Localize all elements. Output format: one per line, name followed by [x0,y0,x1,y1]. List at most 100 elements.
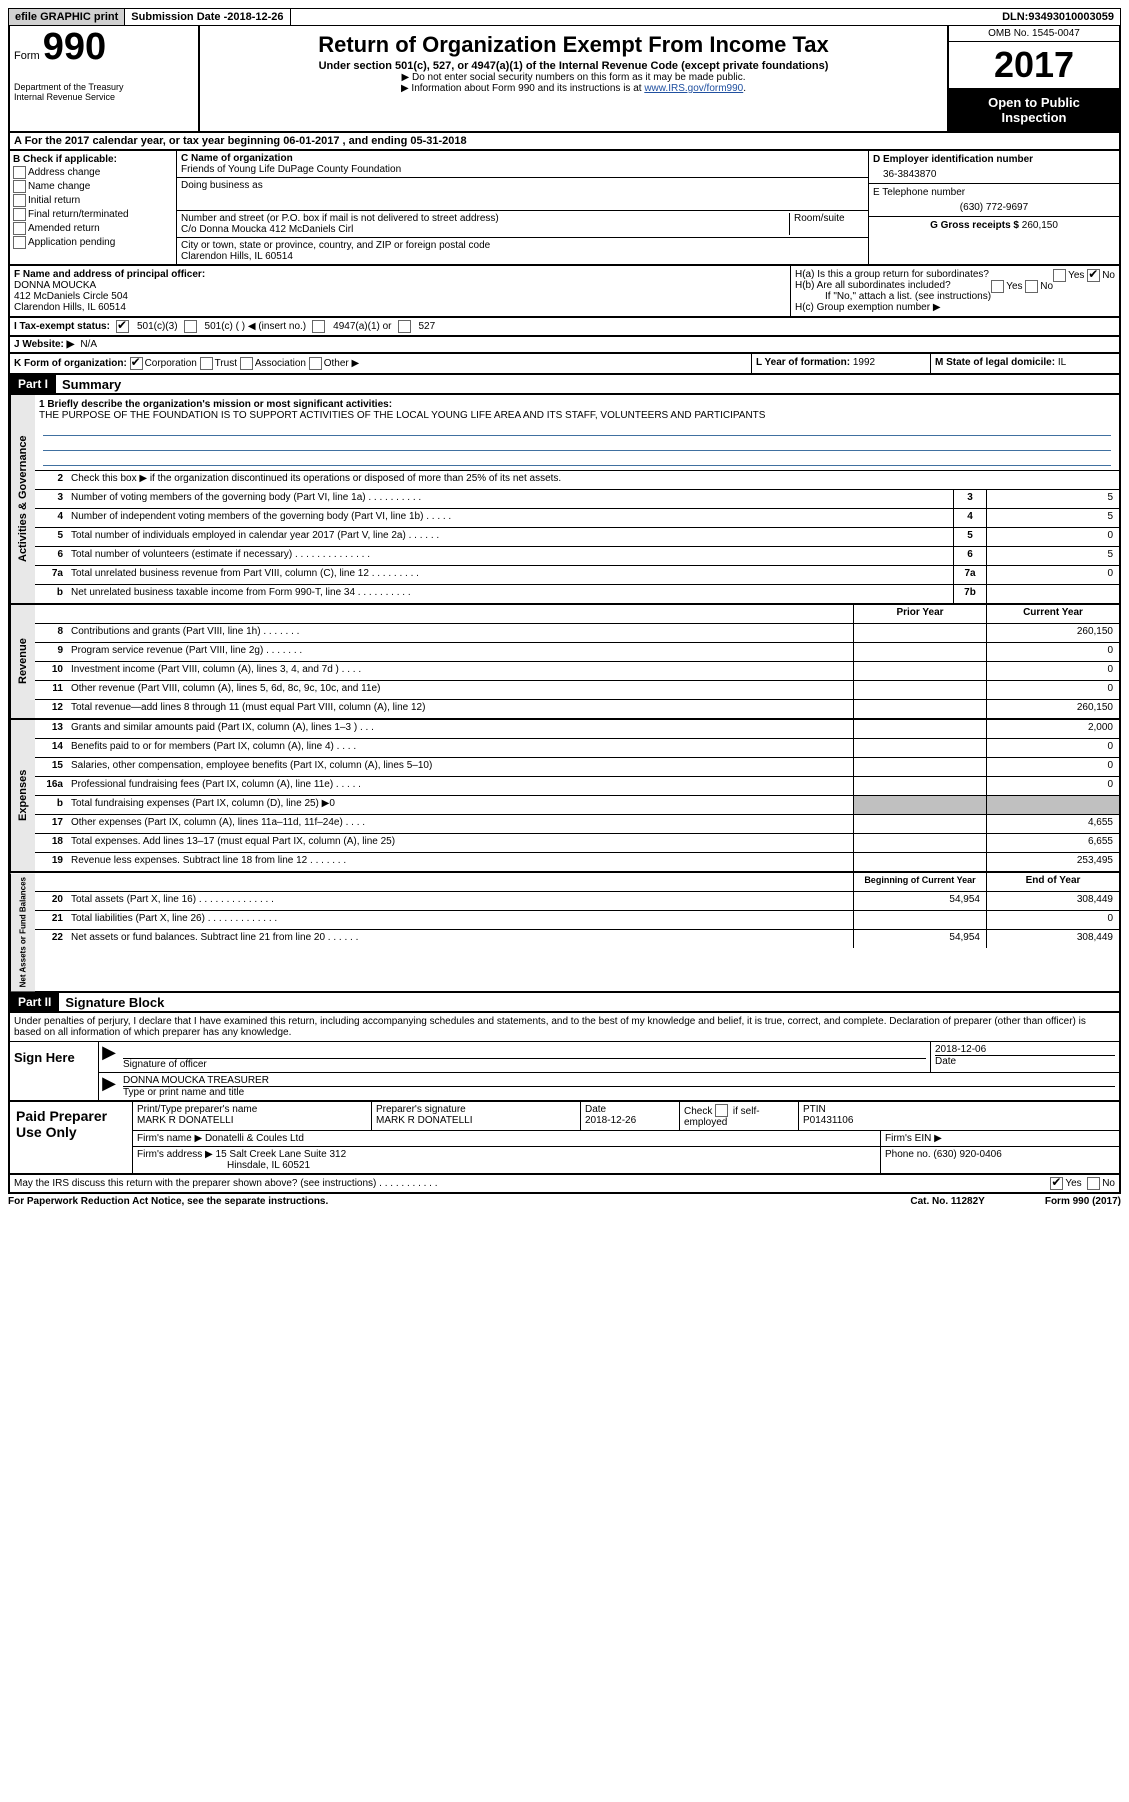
hb-text: H(b) Are all subordinates included? [795,280,951,291]
discuss-text: May the IRS discuss this return with the… [14,1178,1050,1189]
gross-row: G Gross receipts $ 260,150 [869,217,1119,234]
prep-name: MARK R DONATELLI [137,1115,234,1126]
data-line: 12Total revenue—add lines 8 through 11 (… [35,700,1119,718]
hb-note: If "No," attach a list. (see instruction… [795,291,1115,302]
officer-addr2: Clarendon Hills, IL 60514 [14,302,126,313]
cb-501c[interactable] [184,320,197,333]
current-header: Current Year [986,605,1119,623]
ha-no-cb[interactable] [1087,269,1100,282]
rev-block: Revenue Prior Year Current Year 8Contrib… [8,605,1121,720]
ein-label: D Employer identification number [873,154,1033,165]
gross-label: G Gross receipts $ [930,220,1022,231]
side-net: Net Assets or Fund Balances [10,873,35,991]
cb-4947[interactable] [312,320,325,333]
cb-self-employed[interactable] [715,1104,728,1117]
gov-line: 6Total number of volunteers (estimate if… [35,547,1119,566]
firm-ein-label: Firm's EIN ▶ [881,1131,1119,1146]
data-line: 21Total liabilities (Part X, line 26) . … [35,911,1119,930]
form-org: K Form of organization: Corporation Trus… [10,354,752,373]
cb-trust[interactable] [200,357,213,370]
part2-title: Signature Block [65,995,164,1010]
cb-address-change[interactable]: Address change [13,166,173,179]
firm-name-label: Firm's name ▶ [137,1133,205,1144]
street-value: C/o Donna Moucka 412 McDaniels Cirl [181,224,353,235]
data-line: 14Benefits paid to or for members (Part … [35,739,1119,758]
irs-link[interactable]: www.IRS.gov/form990 [644,83,743,94]
discuss-no-cb[interactable] [1087,1177,1100,1190]
cb-501c3[interactable] [116,320,129,333]
gross-value: 260,150 [1022,220,1058,231]
net-block: Net Assets or Fund Balances Beginning of… [8,873,1121,993]
ha-yes-cb[interactable] [1053,269,1066,282]
website-row: J Website: ▶ N/A [8,337,1121,354]
firm-addr1: 15 Salt Creek Lane Suite 312 [216,1149,347,1160]
sign-here-label: Sign Here [10,1042,99,1100]
data-line: 22Net assets or fund balances. Subtract … [35,930,1119,948]
dept-line2: Internal Revenue Service [14,92,194,102]
data-line: 15Salaries, other compensation, employee… [35,758,1119,777]
sig-date-label: Date [935,1055,1115,1067]
prep-date: 2018-12-26 [585,1115,636,1126]
cb-amended[interactable]: Amended return [13,222,173,235]
state-domicile: M State of legal domicile: IL [931,354,1119,373]
form-header: Form 990 Department of the Treasury Inte… [8,26,1121,133]
sign-here-row: Sign Here ▶ Signature of officer 2018-12… [10,1042,1119,1100]
street-row: Number and street (or P.O. box if mail i… [177,211,868,238]
cb-corp[interactable] [130,357,143,370]
dba-row: Doing business as [177,178,868,211]
cb-initial-return[interactable]: Initial return [13,194,173,207]
form-org-label: K Form of organization: [14,358,127,369]
footer-cat: Cat. No. 11282Y [910,1196,984,1207]
discuss-yes-cb[interactable] [1050,1177,1063,1190]
mission-label: 1 Briefly describe the organization's mi… [39,399,392,410]
cb-final-return[interactable]: Final return/terminated [13,208,173,221]
cb-527[interactable] [398,320,411,333]
hb-no-cb[interactable] [1025,280,1038,293]
sig-name-label: Type or print name and title [123,1087,244,1098]
firm-name: Donatelli & Coules Ltd [205,1133,304,1144]
data-line: 16aProfessional fundraising fees (Part I… [35,777,1119,796]
dln-value: 93493010003059 [1028,11,1114,23]
city-row: City or town, state or province, country… [177,238,868,264]
cb-name-change[interactable]: Name change [13,180,173,193]
section-a: A For the 2017 calendar year, or tax yea… [8,133,1121,151]
cb-other[interactable] [309,357,322,370]
firm-phone: (630) 920-0406 [933,1149,1001,1160]
cb-app-pending[interactable]: Application pending [13,236,173,249]
check-b-label: B Check if applicable: [13,154,117,165]
preparer-label: Paid Preparer Use Only [10,1102,133,1173]
note-ssn: ▶ Do not enter social security numbers o… [208,72,939,83]
prep-sig-label: Preparer's signature [376,1104,466,1115]
open-public: Open to Public Inspection [949,89,1119,131]
phone-label: E Telephone number [873,187,965,198]
prep-sig: MARK R DONATELLI [376,1115,473,1126]
ha-row: H(a) Is this a group return for subordin… [795,269,1115,280]
side-exp: Expenses [10,720,35,871]
header-left: Form 990 Department of the Treasury Inte… [10,26,200,131]
public-line2: Inspection [951,110,1117,125]
gov-line: 7aTotal unrelated business revenue from … [35,566,1119,585]
street-label: Number and street (or P.O. box if mail i… [181,213,499,224]
part2-header-row: Part II Signature Block [8,993,1121,1013]
submission-value: 2018-12-26 [227,11,283,23]
dln: DLN: 93493010003059 [996,9,1120,25]
submission-label: Submission Date - [131,11,227,23]
firm-phone-label: Phone no. [885,1149,933,1160]
dept-treasury: Department of the Treasury Internal Reve… [14,82,194,102]
officer-group-row: F Name and address of principal officer:… [8,266,1121,318]
part1-header-row: Part I Summary [8,375,1121,395]
year-value: 1992 [853,357,875,368]
gov-line: 3Number of voting members of the governi… [35,490,1119,509]
data-line: 8Contributions and grants (Part VIII, li… [35,624,1119,643]
info-mid: C Name of organization Friends of Young … [177,151,868,264]
cb-assoc[interactable] [240,357,253,370]
efile-print-button[interactable]: efile GRAPHIC print [9,9,125,25]
year-label: L Year of formation: [756,357,853,368]
officer-addr1: 412 McDaniels Circle 504 [14,291,128,302]
hc-text: H(c) Group exemption number ▶ [795,302,1115,313]
group-h-block: H(a) Is this a group return for subordin… [791,266,1119,316]
signature-block: Under penalties of perjury, I declare th… [8,1013,1121,1102]
hb-yes-cb[interactable] [991,280,1004,293]
discuss-row: May the IRS discuss this return with the… [8,1175,1121,1194]
state-label: M State of legal domicile: [935,357,1058,368]
